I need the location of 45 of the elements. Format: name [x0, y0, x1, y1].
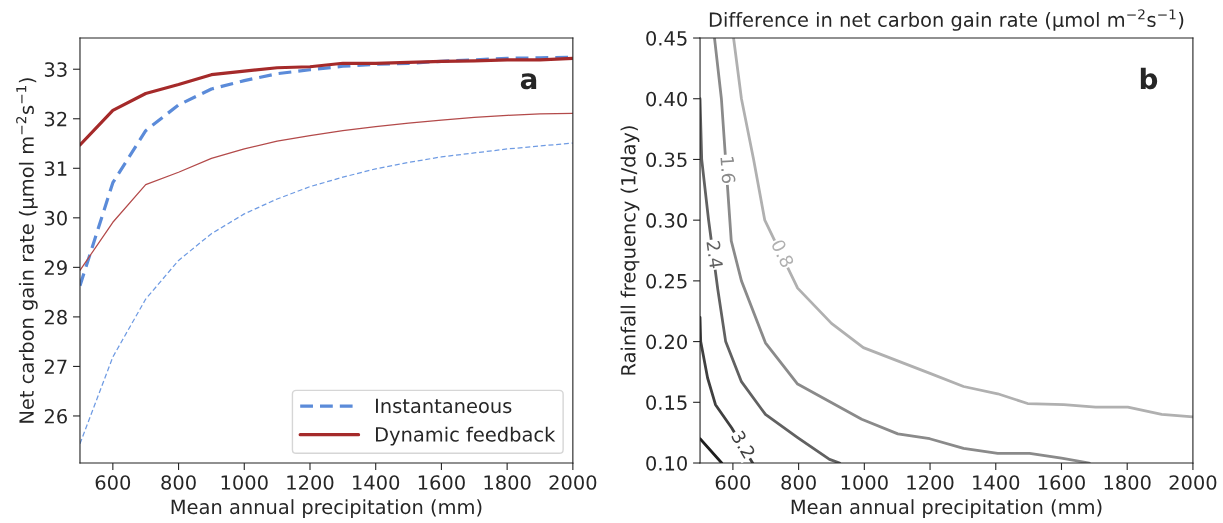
chart-title: Difference in net carbon gain rate (μmol m$^{−2}$s$^{−1}$)	[709, 9, 1184, 31]
y-tick-label: 0.10	[646, 455, 687, 471]
y-tick-label: 27	[44, 359, 67, 374]
annotation: b	[1140, 67, 1158, 90]
x-tick-label: 2000	[1169, 475, 1217, 490]
x-tick-label: 2000	[549, 475, 597, 490]
y-tick-label: 28	[44, 309, 67, 325]
y-tick-label: 0.35	[646, 152, 687, 168]
y-tick-label: 0.25	[646, 273, 687, 289]
legend-label: Instantaneous	[376, 398, 512, 414]
x-axis-title: Mean annual precipitation (mm)	[791, 499, 1102, 519]
x-tick-label: 1400	[353, 475, 400, 490]
y-axis-title: Rainfall frequency (1/day)	[620, 126, 640, 375]
y-tick-label: 0.40	[646, 91, 687, 107]
x-tick-label: 1600	[1038, 475, 1085, 490]
x-tick-label: 800	[161, 475, 196, 490]
x-tick-label: 1000	[221, 475, 268, 490]
y-tick-label: 26	[44, 408, 67, 424]
y-tick-label: 0.45	[646, 30, 687, 46]
y-tick-label: 0.20	[646, 334, 687, 350]
x-tick-label: 1600	[418, 475, 465, 490]
y-tick-label: 0.15	[646, 395, 687, 410]
x-tick-label: 1000	[841, 475, 888, 490]
text: 0.8	[770, 238, 795, 269]
y-tick-label: 0.30	[646, 213, 687, 228]
x-tick-label: 1200	[907, 475, 954, 490]
x-tick-label: 800	[781, 475, 816, 490]
annotation: a	[520, 73, 537, 90]
y-tick-label: 33	[44, 62, 67, 77]
text: 1.6	[720, 156, 736, 184]
x-tick-label: 600	[715, 475, 751, 490]
y-tick-label: 30	[44, 210, 67, 226]
text: 2.4	[706, 240, 724, 269]
legend-label: Dynamic feedback	[376, 426, 556, 446]
y-axis-title: Net carbon gain rate (μmol m$^{−2}$s$^{−1}$)	[16, 78, 38, 423]
x-tick-label: 1800	[1104, 475, 1151, 490]
x-tick-label: 1400	[973, 475, 1020, 490]
x-tick-label: 1800	[484, 475, 531, 490]
y-tick-label: 31	[44, 161, 67, 176]
x-tick-label: 1200	[287, 475, 334, 490]
x-tick-label: 600	[95, 475, 131, 490]
y-tick-label: 32	[44, 111, 67, 127]
text: 3.2	[730, 429, 756, 459]
y-tick-label: 29	[44, 260, 67, 276]
x-axis-title: Mean annual precipitation (mm)	[171, 499, 482, 519]
